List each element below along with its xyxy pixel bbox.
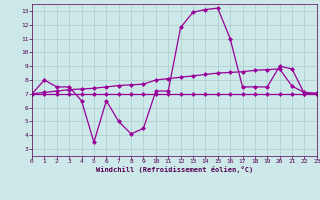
X-axis label: Windchill (Refroidissement éolien,°C): Windchill (Refroidissement éolien,°C)	[96, 166, 253, 173]
